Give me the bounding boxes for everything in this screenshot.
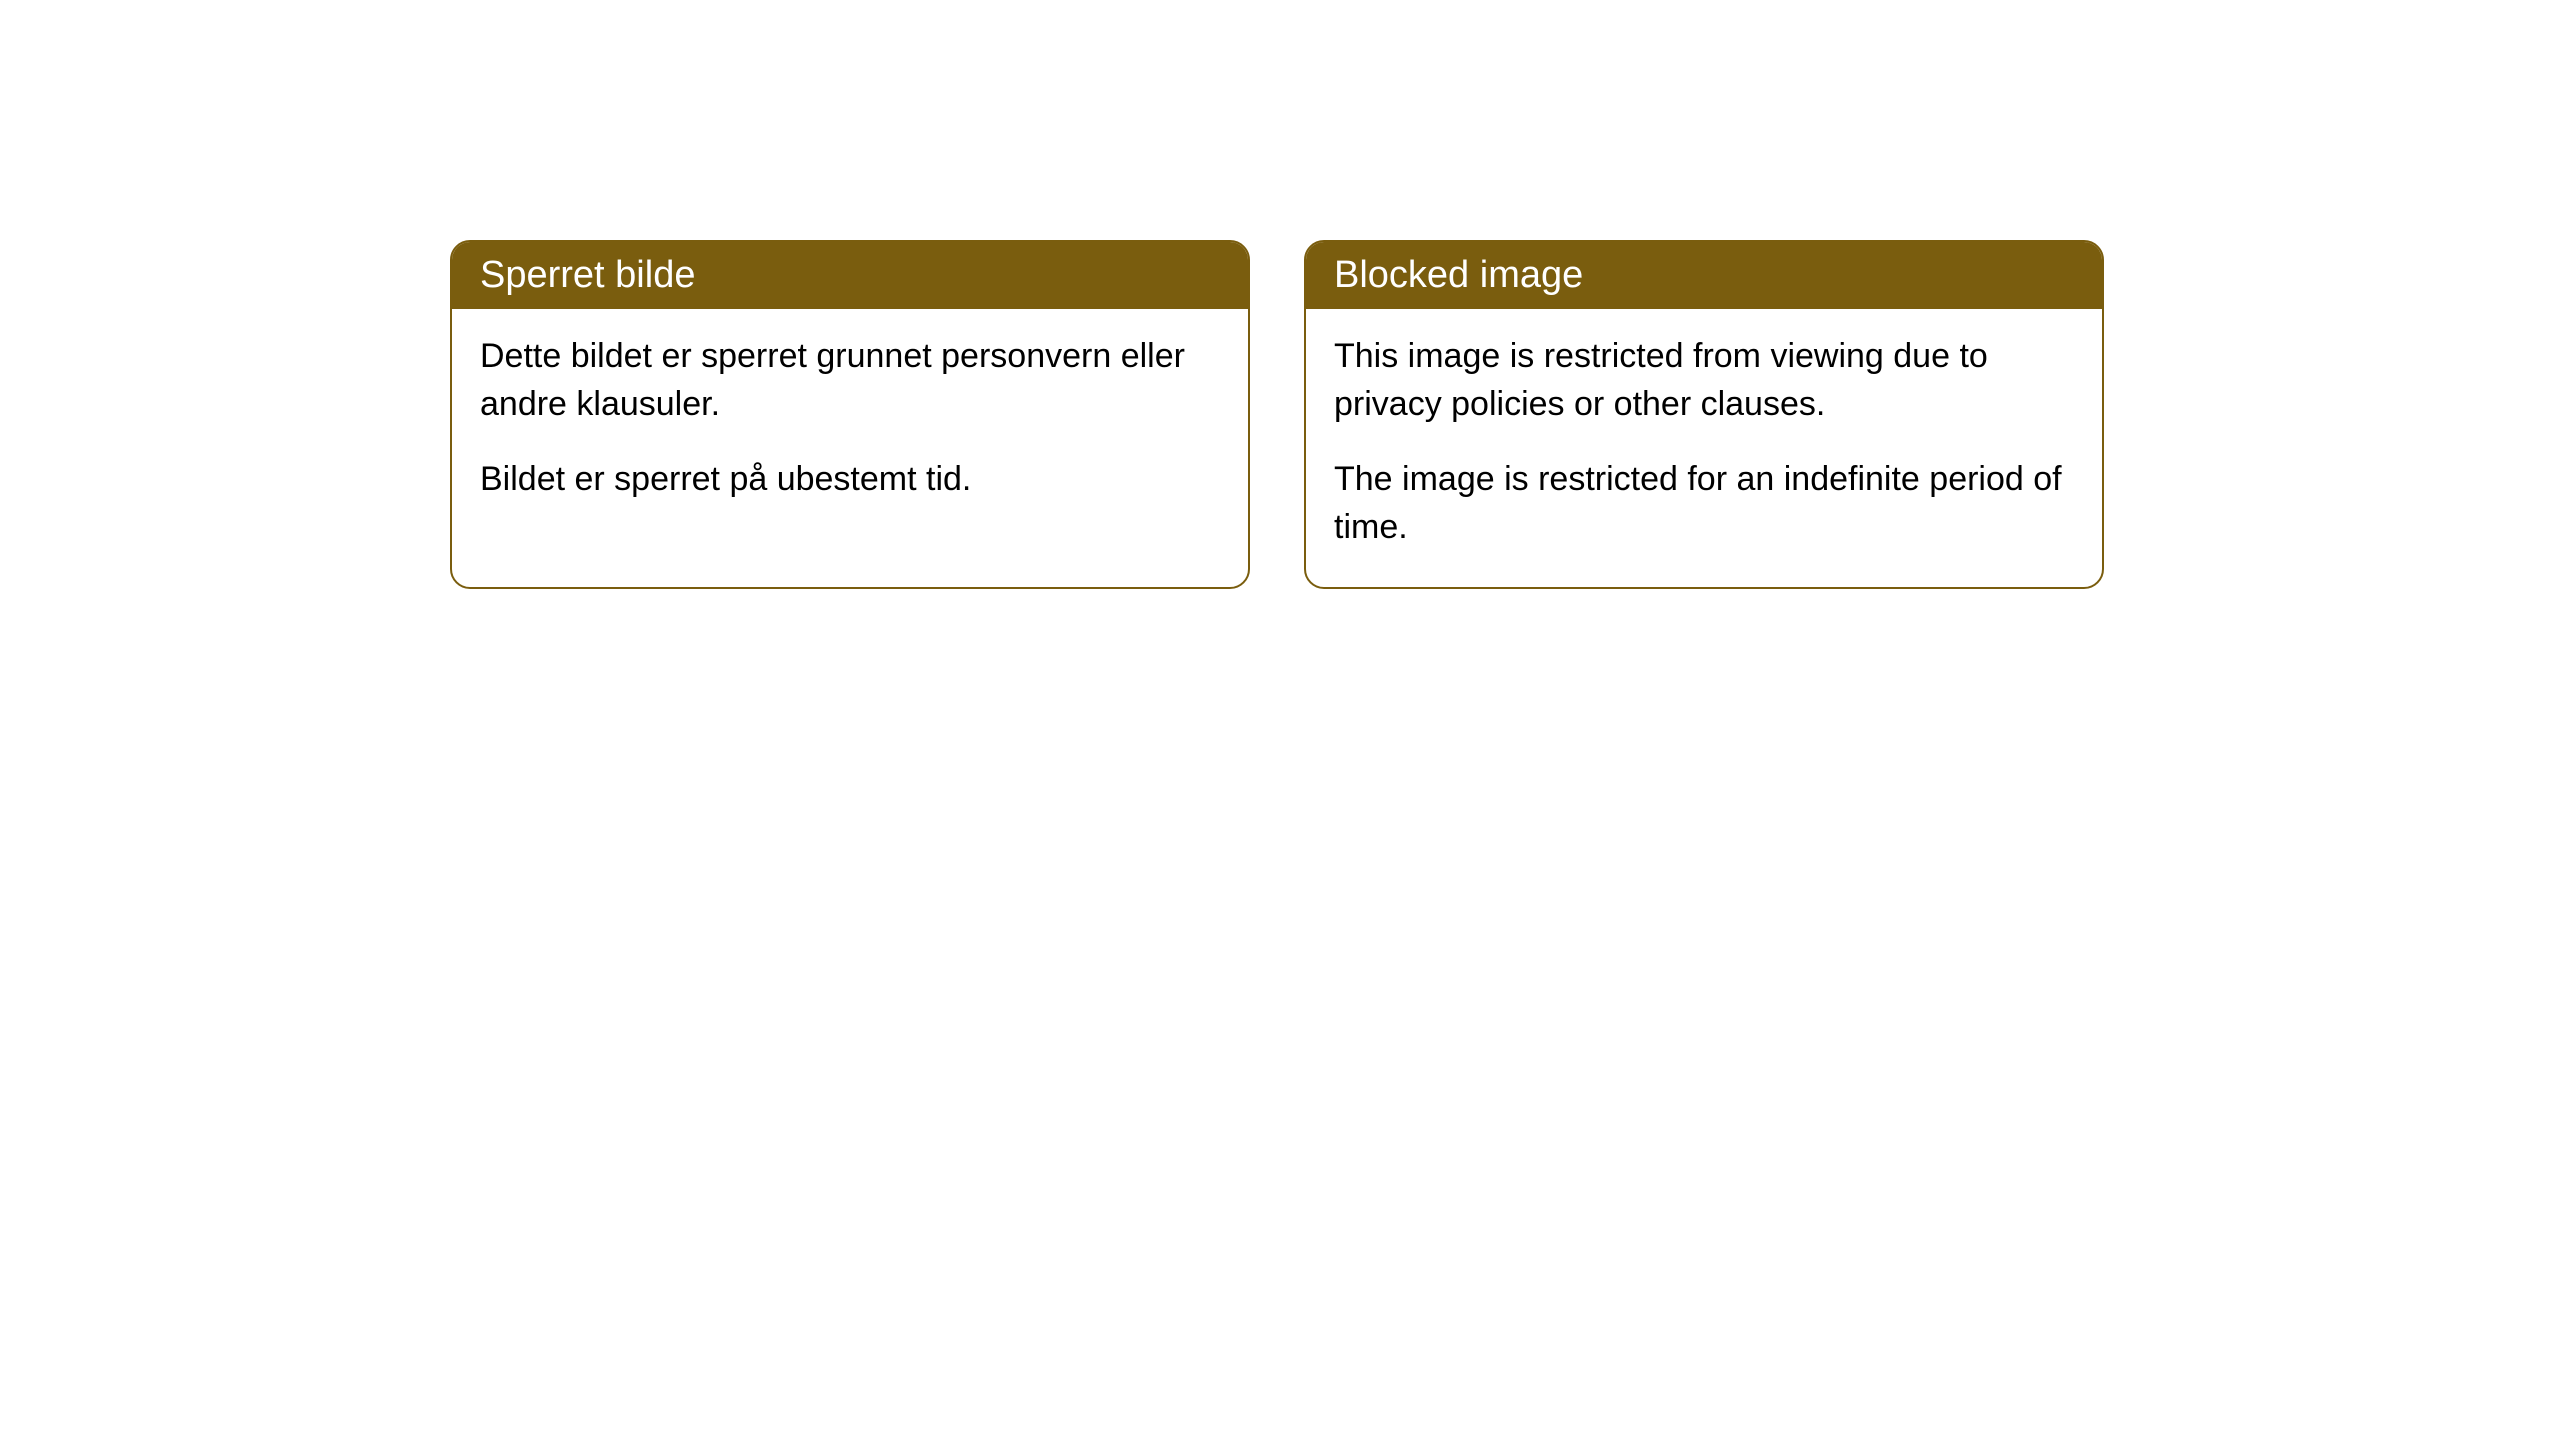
card-title: Sperret bilde [480,254,695,296]
card-title: Blocked image [1334,254,1583,296]
card-paragraph: The image is restricted for an indefinit… [1334,456,2074,551]
notice-container: Sperret bilde Dette bildet er sperret gr… [0,0,2560,589]
card-header: Blocked image [1306,242,2102,309]
card-paragraph: Bildet er sperret på ubestemt tid. [480,456,1220,504]
card-paragraph: Dette bildet er sperret grunnet personve… [480,333,1220,428]
notice-card-english: Blocked image This image is restricted f… [1304,240,2104,589]
card-body: This image is restricted from viewing du… [1306,309,2102,587]
card-body: Dette bildet er sperret grunnet personve… [452,309,1248,540]
card-paragraph: This image is restricted from viewing du… [1334,333,2074,428]
notice-card-norwegian: Sperret bilde Dette bildet er sperret gr… [450,240,1250,589]
card-header: Sperret bilde [452,242,1248,309]
